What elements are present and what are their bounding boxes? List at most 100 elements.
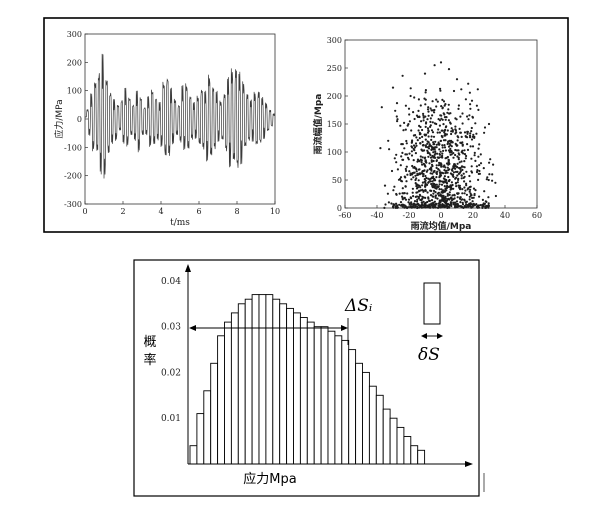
scatter-point [429,180,432,183]
scatter-point [411,187,414,190]
scatter-point [441,98,444,101]
scatter-point [432,156,435,159]
scatter-point [408,113,411,116]
scatter-point [399,201,403,204]
scatter-point [387,139,390,142]
scatter-point [436,100,439,103]
scatter-point [447,175,450,179]
scatter-point [429,203,432,206]
scatter-point [410,129,413,132]
scatter-point [437,206,440,209]
scatter-point [463,131,467,134]
scatter-point [460,177,463,180]
scatter-point [442,177,445,180]
scatter-point [441,152,444,155]
scatter-point [431,114,434,117]
scatter-x-label: 雨流均值/Mpa [411,220,472,232]
scatter-point [407,123,410,126]
scatter-point [421,197,424,200]
scatter-point [421,170,424,173]
scatter-point [419,132,422,135]
scatter-point [491,179,494,182]
scatter-point [463,160,466,163]
scatter-point [414,203,417,206]
scatter-point [488,161,491,164]
scatter-point [485,205,488,208]
scatter-x-tick-label: 0 [438,211,443,220]
time-signal-x-tick-label: 0 [82,207,87,216]
scatter-point [461,188,464,191]
scatter-point [410,203,413,206]
scatter-point [430,135,433,138]
scatter-point [422,196,425,199]
histogram-bar [189,445,198,465]
delta-s-arrow-left [421,333,427,339]
scatter-point [469,132,472,135]
scatter-point [412,166,415,169]
scatter-points [379,61,497,210]
scatter-point [426,142,429,145]
scatter-point [451,194,454,197]
scatter-point [416,115,420,119]
scatter-point [457,204,460,207]
scatter-point [408,120,411,123]
scatter-point [469,188,472,191]
scatter-point [444,118,447,121]
scatter-point [435,176,438,179]
scatter-point [439,150,442,153]
scatter-point [457,136,460,139]
scatter-point [435,98,438,101]
scatter-point [439,180,442,183]
delta-si-arrow-right [341,325,348,331]
scatter-point [404,167,407,171]
scatter-point [463,198,466,201]
scatter-point [436,152,439,155]
scatter-point [468,114,471,117]
scatter-point [445,200,448,203]
scatter-point [421,203,424,206]
scatter-point [456,181,459,184]
scatter-point [405,139,408,143]
scatter-point [453,163,456,166]
scatter-point [463,149,466,152]
scatter-point [419,104,422,107]
scatter-point [403,147,406,150]
scatter-point [429,144,432,147]
scatter-point [466,115,469,118]
histogram-bar [320,326,329,465]
scatter-point [395,202,398,205]
scatter-point [429,156,433,159]
scatter-point [476,169,479,172]
scatter-point [416,139,419,142]
scatter-point [473,154,476,157]
scatter-point [447,68,451,71]
scatter-point [458,186,461,189]
histogram-bar [265,294,274,465]
scatter-point [423,169,426,172]
scatter-y-tick-label: 250 [327,64,342,73]
scatter-point [444,149,447,152]
scatter-point [406,156,410,159]
scatter-point [395,193,398,196]
histogram-bar [403,436,412,465]
scatter-point [440,188,443,191]
scatter-point [447,103,450,106]
scatter-point [443,146,447,149]
scatter-point [461,203,465,206]
scatter-point [447,206,450,209]
scatter-point [494,181,497,184]
scatter-point [485,178,488,181]
scatter-point [430,199,434,202]
scatter-point [439,139,442,143]
scatter-point [386,192,389,195]
scatter-point [434,196,437,199]
scatter-point [481,206,484,209]
histogram-x-label: 应力Mpa [243,471,296,487]
scatter-point [470,170,473,173]
scatter-point [467,118,470,121]
scatter-point [426,140,429,143]
scatter-point [469,107,472,110]
scatter-point [470,138,474,141]
scatter-point [488,173,491,176]
scatter-point [444,128,447,131]
